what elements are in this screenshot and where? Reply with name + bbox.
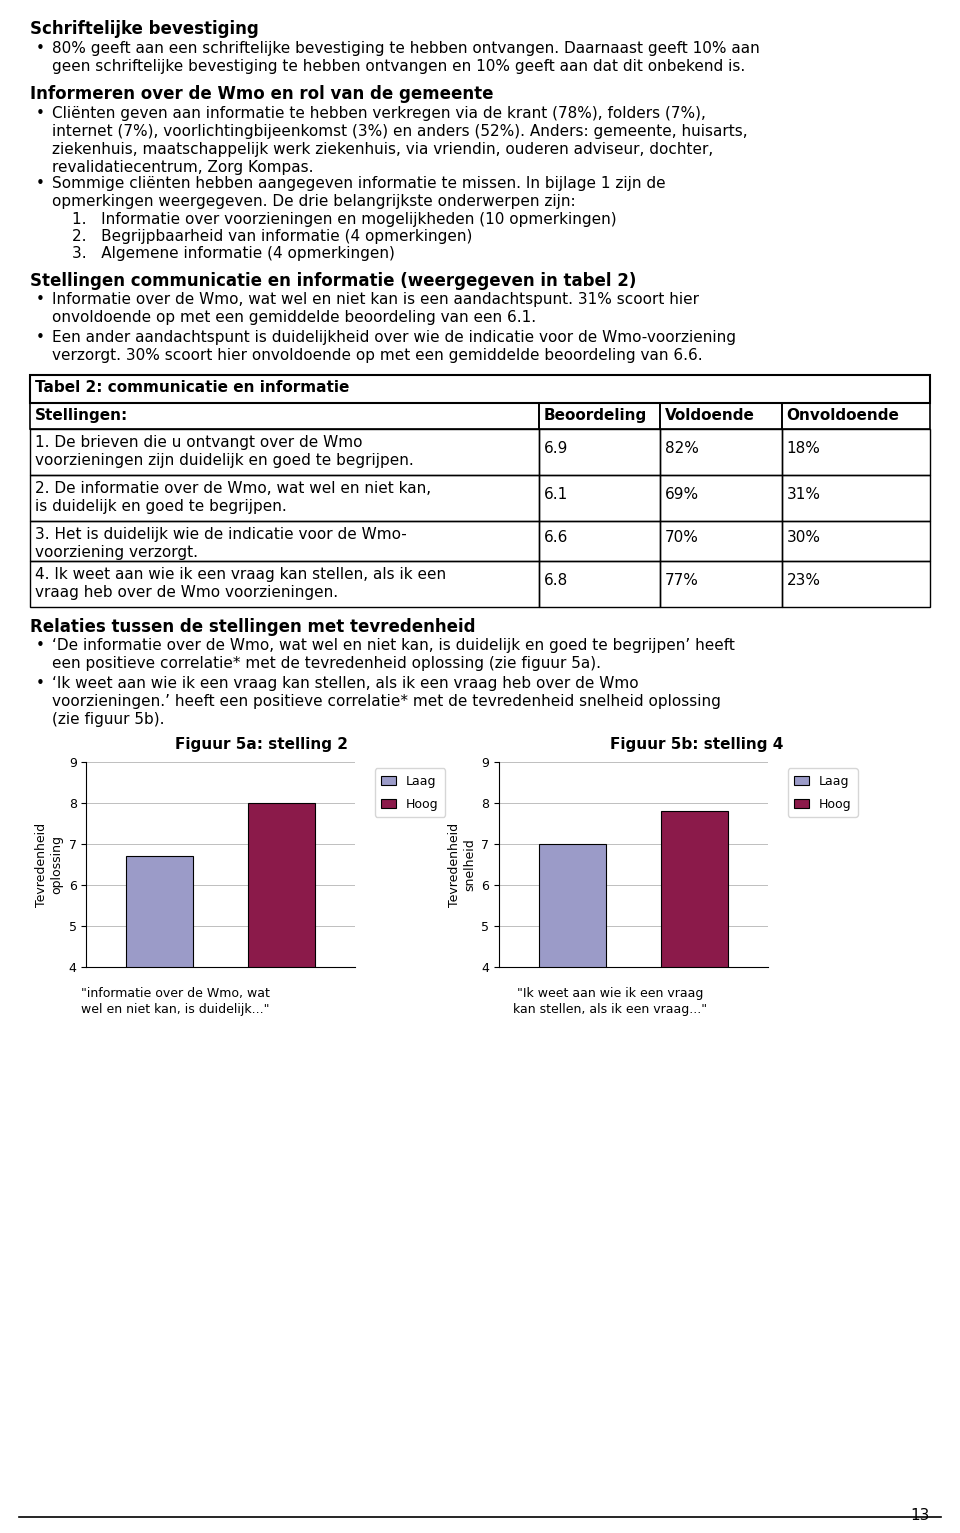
Text: •: • xyxy=(36,676,45,691)
Text: •: • xyxy=(36,106,45,121)
Text: Sommige cliënten hebben aangegeven informatie te missen. In bijlage 1 zijn de
op: Sommige cliënten hebben aangegeven infor… xyxy=(52,176,665,208)
Bar xyxy=(249,803,316,1131)
Text: 80% geeft aan een schriftelijke bevestiging te hebben ontvangen. Daarnaast geeft: 80% geeft aan een schriftelijke bevestig… xyxy=(52,40,759,74)
Bar xyxy=(781,475,930,521)
Text: "informatie over de Wmo, wat
wel en niet kan, is duidelijk...": "informatie over de Wmo, wat wel en niet… xyxy=(81,987,270,1016)
Text: 23%: 23% xyxy=(786,573,821,589)
Text: Onvoldoende: Onvoldoende xyxy=(786,408,900,423)
Text: 4. Ik weet aan wie ik een vraag kan stellen, als ik een
vraag heb over de Wmo vo: 4. Ik weet aan wie ik een vraag kan stel… xyxy=(35,567,446,601)
Text: Informeren over de Wmo en rol van de gemeente: Informeren over de Wmo en rol van de gem… xyxy=(30,86,493,103)
Text: 1.   Informatie over voorzieningen en mogelijkheden (10 opmerkingen): 1. Informatie over voorzieningen en moge… xyxy=(72,212,616,227)
Bar xyxy=(660,403,781,429)
Text: 13: 13 xyxy=(911,1508,930,1522)
Bar xyxy=(781,561,930,607)
Text: Tabel 2: communicatie en informatie: Tabel 2: communicatie en informatie xyxy=(35,380,349,396)
Text: Stellingen:: Stellingen: xyxy=(35,408,129,423)
Text: ‘Ik weet aan wie ik een vraag kan stellen, als ik een vraag heb over de Wmo
voor: ‘Ik weet aan wie ik een vraag kan stelle… xyxy=(52,676,721,727)
Bar xyxy=(781,429,930,475)
Bar xyxy=(30,521,539,561)
Text: •: • xyxy=(36,176,45,192)
Text: 2. De informatie over de Wmo, wat wel en niet kan,
is duidelijk en goed te begri: 2. De informatie over de Wmo, wat wel en… xyxy=(35,481,431,515)
Bar xyxy=(539,845,606,1131)
Text: ‘De informatie over de Wmo, wat wel en niet kan, is duidelijk en goed te begrijp: ‘De informatie over de Wmo, wat wel en n… xyxy=(52,638,734,671)
Bar xyxy=(30,429,539,475)
Text: Voldoende: Voldoende xyxy=(665,408,755,423)
Legend: Laag, Hoog: Laag, Hoog xyxy=(788,768,858,817)
Text: Relaties tussen de stellingen met tevredenheid: Relaties tussen de stellingen met tevred… xyxy=(30,618,475,636)
Text: •: • xyxy=(36,293,45,308)
Y-axis label: Tevredenheid
oplossing: Tevredenheid oplossing xyxy=(36,823,63,906)
Text: Een ander aandachtspunt is duidelijkheid over wie de indicatie voor de Wmo-voorz: Een ander aandachtspunt is duidelijkheid… xyxy=(52,331,736,363)
Bar xyxy=(30,376,930,403)
Bar xyxy=(660,429,781,475)
Text: "Ik weet aan wie ik een vraag
kan stellen, als ik een vraag...": "Ik weet aan wie ik een vraag kan stelle… xyxy=(513,987,708,1016)
Text: 6.1: 6.1 xyxy=(543,487,567,501)
Text: Schriftelijke bevestiging: Schriftelijke bevestiging xyxy=(30,20,259,38)
Bar xyxy=(126,857,193,1131)
Text: Beoordeling: Beoordeling xyxy=(543,408,647,423)
Text: Figuur 5b: stelling 4: Figuur 5b: stelling 4 xyxy=(610,737,783,751)
Text: 6.8: 6.8 xyxy=(543,573,567,589)
Bar xyxy=(539,429,660,475)
Text: 69%: 69% xyxy=(665,487,699,501)
Bar xyxy=(539,403,660,429)
Text: Cliënten geven aan informatie te hebben verkregen via de krant (78%), folders (7: Cliënten geven aan informatie te hebben … xyxy=(52,106,748,175)
Bar xyxy=(30,561,539,607)
Bar xyxy=(539,475,660,521)
Text: 77%: 77% xyxy=(665,573,699,589)
Text: Figuur 5a: stelling 2: Figuur 5a: stelling 2 xyxy=(175,737,348,751)
Bar xyxy=(781,403,930,429)
Text: 70%: 70% xyxy=(665,530,699,544)
Bar xyxy=(661,811,729,1131)
Bar xyxy=(30,403,539,429)
Text: 30%: 30% xyxy=(786,530,821,544)
Text: 6.6: 6.6 xyxy=(543,530,568,544)
Text: 6.9: 6.9 xyxy=(543,442,568,455)
Text: •: • xyxy=(36,40,45,55)
Text: 2.   Begrijpbaarheid van informatie (4 opmerkingen): 2. Begrijpbaarheid van informatie (4 opm… xyxy=(72,228,472,244)
Bar xyxy=(660,521,781,561)
Text: •: • xyxy=(36,331,45,345)
Legend: Laag, Hoog: Laag, Hoog xyxy=(375,768,445,817)
Bar xyxy=(660,561,781,607)
Text: 3. Het is duidelijk wie de indicatie voor de Wmo-
voorziening verzorgt.: 3. Het is duidelijk wie de indicatie voo… xyxy=(35,527,407,561)
Bar xyxy=(660,475,781,521)
Bar xyxy=(781,521,930,561)
Text: 31%: 31% xyxy=(786,487,821,501)
Y-axis label: Tevredenheid
snelheid: Tevredenheid snelheid xyxy=(448,823,476,906)
Text: Informatie over de Wmo, wat wel en niet kan is een aandachtspunt. 31% scoort hie: Informatie over de Wmo, wat wel en niet … xyxy=(52,293,699,325)
Bar xyxy=(539,561,660,607)
Text: 1. De brieven die u ontvangt over de Wmo
voorzieningen zijn duidelijk en goed te: 1. De brieven die u ontvangt over de Wmo… xyxy=(35,435,414,469)
Text: 18%: 18% xyxy=(786,442,821,455)
Text: •: • xyxy=(36,638,45,653)
Bar xyxy=(30,475,539,521)
Text: 82%: 82% xyxy=(665,442,699,455)
Bar xyxy=(539,521,660,561)
Text: Stellingen communicatie en informatie (weergegeven in tabel 2): Stellingen communicatie en informatie (w… xyxy=(30,271,636,290)
Text: 3.   Algemene informatie (4 opmerkingen): 3. Algemene informatie (4 opmerkingen) xyxy=(72,247,395,261)
